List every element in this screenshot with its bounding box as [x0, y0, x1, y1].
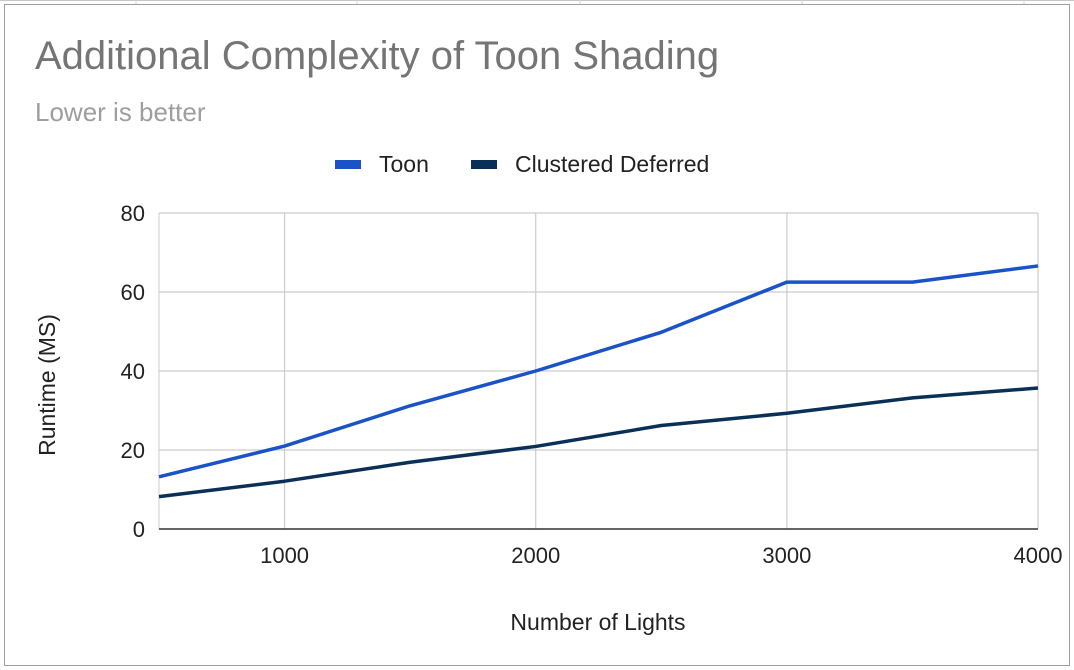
- y-tick-label: 80: [121, 201, 145, 226]
- x-tick-label: 4000: [1014, 543, 1063, 568]
- x-tick-label: 2000: [511, 543, 560, 568]
- legend-swatch: [471, 160, 497, 169]
- x-axis-label: Number of Lights: [510, 609, 685, 635]
- tick-labels: 0 20 40 60 80 1000 2000 3000 4000: [121, 201, 1063, 568]
- legend-label: Toon: [379, 151, 429, 177]
- x-tick-label: 3000: [762, 543, 811, 568]
- y-tick-label: 40: [121, 359, 145, 384]
- series-line-toon: [158, 264, 1039, 479]
- chart-subtitle: Lower is better: [35, 97, 206, 127]
- legend-label: Clustered Deferred: [515, 151, 709, 177]
- chart-border: [4, 4, 1070, 666]
- y-tick-label: 60: [121, 280, 145, 305]
- legend: Toon Clustered Deferred: [335, 151, 709, 177]
- y-axis-label: Runtime (MS): [34, 314, 60, 456]
- series-lines: [158, 264, 1039, 499]
- gridlines: [158, 212, 1039, 529]
- y-tick-label: 0: [133, 517, 145, 542]
- chart-title: Additional Complexity of Toon Shading: [35, 34, 720, 78]
- y-tick-label: 20: [121, 438, 145, 463]
- series-line-clustered-deferred: [158, 386, 1039, 499]
- x-tick-label: 1000: [260, 543, 309, 568]
- legend-swatch: [335, 160, 361, 169]
- top-strip: [0, 0, 1074, 4]
